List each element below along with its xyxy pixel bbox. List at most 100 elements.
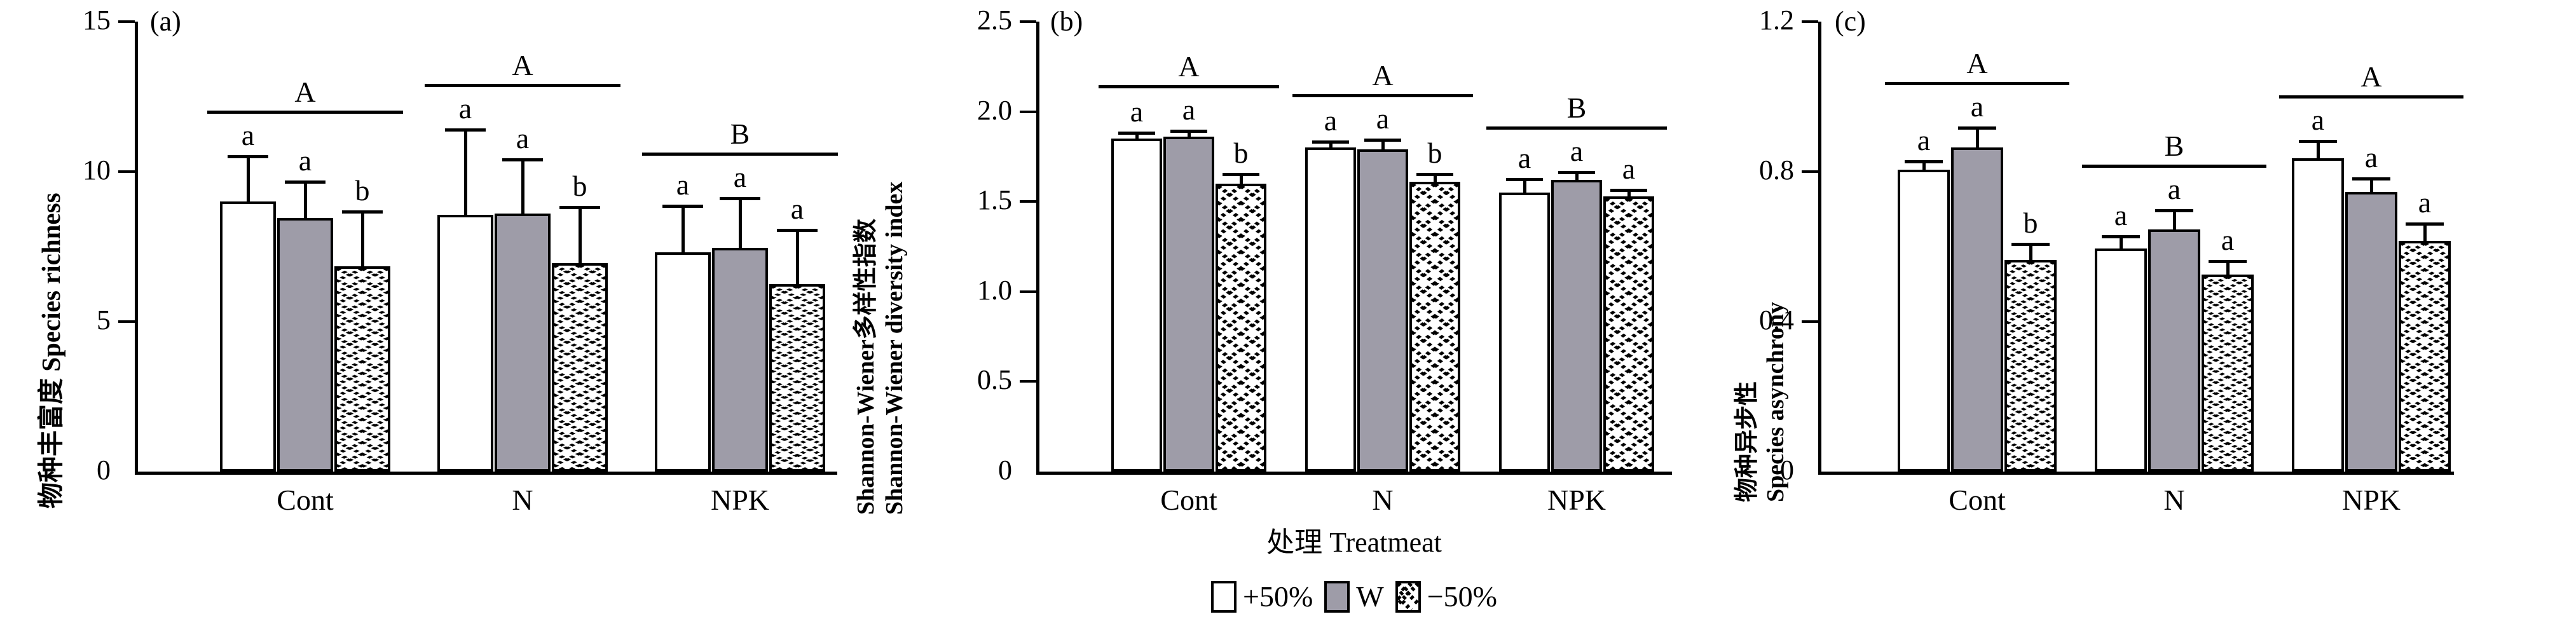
significance-letter: a [241,119,255,152]
error-bar-stem [1627,189,1631,196]
y-axis-tick-label: 2.0 [977,94,1012,126]
panel-label: (a) [150,6,181,37]
bar [1409,182,1460,472]
error-bar-cap [1364,139,1401,142]
y-axis-tick-label: 1.5 [977,184,1012,216]
y-axis-tick-label: 1.0 [977,274,1012,306]
y-axis-tick-label: 2.5 [977,4,1012,36]
x-axis-category-label: Cont [277,484,334,516]
error-bar-stem [2317,139,2320,159]
significance-letter: a [733,161,747,194]
bar [2004,259,2057,472]
error-bar-cap [1312,140,1349,144]
y-axis-tick-label: 0 [1780,454,1794,486]
bar [1357,149,1408,472]
group-significance-letter: A [294,76,316,109]
error-bar-stem [1523,178,1526,193]
panel-a-y-axis-title-line-1: 物种丰富度 Species richness [36,193,65,508]
panel-c: 物种异步性 Species asynchrony 0 0.4 0.8 1.2 (c) a a b… [1710,0,2576,633]
group-significance-line [1099,85,1279,88]
y-axis-tick-label: 10 [83,154,111,186]
y-axis-tick [1802,170,1818,173]
significance-letter: a [2364,140,2378,174]
y-axis-tick [1020,290,1036,293]
significance-letter: a [2167,173,2181,205]
error-bar-stem [579,206,582,263]
significance-letter: a [2418,186,2432,219]
bar [2148,229,2200,472]
error-bar-stem [2370,177,2373,193]
significance-letter: a [1622,153,1636,186]
y-axis-tick [1020,110,1036,113]
error-bar-stem [2423,222,2427,242]
figure-legend: +50% W −50% [1211,581,1497,613]
bar [2095,248,2147,472]
legend-swatch-plus50 [1211,581,1237,613]
significance-letter: a [2221,223,2235,256]
bar [220,201,276,472]
bar [277,218,333,472]
legend-swatch-w [1324,581,1350,613]
group-significance-line [1885,82,2069,86]
error-bar-cap [2352,177,2390,180]
bar [1898,170,1950,472]
x-axis-title: 处理 Treatmeat [1266,527,1442,558]
error-bar-stem [464,128,467,215]
y-axis-tick [118,20,135,23]
error-bar-stem [2120,235,2123,248]
significance-letter: a [458,92,472,125]
bar [769,284,825,472]
group-significance-letter: A [512,48,533,81]
panel-a-y-axis-title: 物种丰富度 Species richness [29,193,67,508]
significance-letter: b [572,170,587,203]
significance-letter: b [1233,136,1249,169]
significance-letter: a [1324,104,1338,137]
error-bar-cap [502,158,543,161]
y-axis-tick-label: 0.5 [977,364,1012,396]
error-bar-cap [1118,131,1155,135]
x-axis-line [1818,472,2454,475]
error-bar-cap [1958,126,1996,130]
group-significance-line [207,111,403,114]
bar [1551,180,1602,472]
legend-swatch-minus50 [1395,581,1421,613]
significance-letter: a [1917,124,1931,157]
y-axis-tick [118,320,135,323]
error-bar-stem [1434,172,1437,182]
significance-letter: a [298,144,312,177]
significance-letter: a [1518,142,1531,175]
significance-letter: a [1570,135,1584,168]
x-axis-category-label: NPK [710,484,770,516]
error-bar-cap [1558,171,1595,175]
bar [1305,147,1356,472]
significance-letter: b [355,174,370,207]
group-significance-letter: B [2164,130,2184,162]
error-bar-cap [2209,259,2247,263]
significance-letter: a [1970,90,1984,123]
error-bar-stem [521,158,524,214]
bar [2202,275,2254,472]
legend-label: +50% [1243,580,1313,613]
group-significance-letter: A [1178,50,1200,83]
panel-label: (c) [1835,6,1866,37]
error-bar-cap [1223,172,1259,176]
x-axis-line [1036,472,1672,475]
bar [552,262,608,472]
bar [1163,137,1214,472]
panel-b: Shannon-Wiener多样性指数 Shannon-Wiener divers… [826,0,1716,633]
panel-b-y-axis-title: Shannon-Wiener多样性指数 Shannon-Wiener divers… [846,182,908,515]
significance-letter: a [676,168,690,201]
y-axis-tick [1802,20,1818,23]
panel-b-y-axis-title-line-1: Shannon-Wiener多样性指数 [853,219,879,515]
y-axis-tick-label: 0.4 [1759,304,1794,336]
error-bar-cap [662,204,703,208]
y-axis-tick-label: 0.8 [1759,154,1794,186]
significance-letter: b [2023,207,2038,240]
panel-c-y-axis-title-line-1: 物种异步性 [1734,381,1760,502]
error-bar-cap [1506,178,1543,182]
significance-letter: a [516,121,530,154]
group-significance-letter: B [1566,92,1587,125]
group-significance-line [2082,165,2266,168]
error-bar-cap [2011,243,2050,247]
